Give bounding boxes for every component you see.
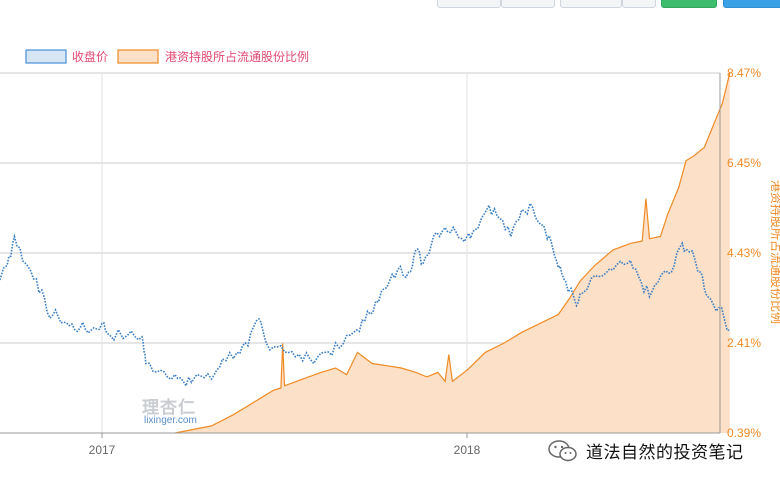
x-axis-ticks: 2017 2018 <box>89 433 481 457</box>
close-price-line <box>0 201 730 388</box>
legend-label-hk-holding: 港资持股所占流通股份比例 <box>165 49 309 64</box>
control-button-3[interactable] <box>560 0 622 8</box>
legend: 收盘价 港资持股所占流通股份比例 <box>25 49 309 64</box>
wechat-icon <box>548 439 578 463</box>
right-axis-tick-label: 8.47% <box>727 66 761 80</box>
series-hk-holding <box>174 72 731 434</box>
right-axis-title: 港资持股所占流通股份比例 <box>769 180 780 324</box>
right-axis-tick-label: 2.41% <box>727 336 761 350</box>
control-button-4[interactable] <box>622 0 656 8</box>
legend-swatch-hk-holding <box>117 49 159 64</box>
legend-label-close-price: 收盘价 <box>72 49 108 64</box>
credit: 道法自然的投资笔记 <box>548 438 744 463</box>
watermark-logo: 理杏仁 <box>142 398 196 418</box>
hk-holding-line <box>174 72 731 434</box>
control-button-green[interactable] <box>661 0 717 8</box>
top-controls <box>435 0 780 10</box>
right-axis-ticks: 8.47% 6.45% 4.43% 2.41% 0.39% <box>727 66 761 440</box>
x-axis-tick-label: 2018 <box>454 443 481 457</box>
series-close-price <box>0 201 730 388</box>
control-button-1[interactable] <box>437 0 501 8</box>
watermark-url: lixinger.com <box>144 415 197 426</box>
right-axis-tick-label: 6.45% <box>727 156 761 170</box>
x-axis-tick-label: 2017 <box>89 443 116 457</box>
legend-swatch-close-price <box>25 49 67 64</box>
right-axis-tick-label: 4.43% <box>727 246 761 260</box>
legend-item-close-price[interactable]: 收盘价 <box>25 49 108 64</box>
credit-text: 道法自然的投资笔记 <box>586 443 744 463</box>
control-button-2[interactable] <box>501 0 555 8</box>
control-button-blue[interactable] <box>723 0 780 8</box>
right-axis-tick-label: 0.39% <box>727 426 761 440</box>
hk-holding-area <box>175 73 730 433</box>
legend-item-hk-holding[interactable]: 港资持股所占流通股份比例 <box>117 49 309 64</box>
